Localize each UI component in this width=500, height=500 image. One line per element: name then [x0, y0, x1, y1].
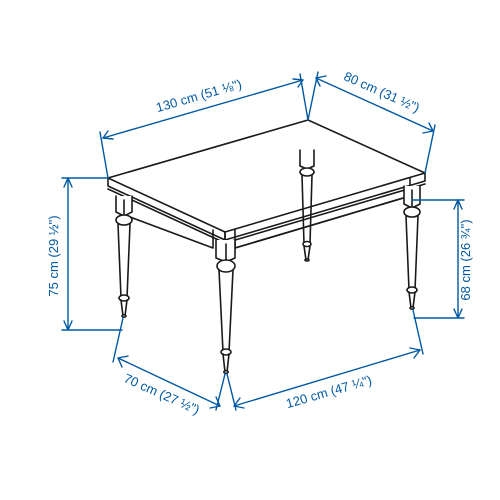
label-top-length: 130 cm (51 ⅛") [154, 76, 243, 115]
table-leg-right [404, 186, 420, 309]
dim-height-left [62, 178, 122, 330]
label-height-left: 75 cm (29 ½") [46, 215, 61, 296]
table-leg-front [216, 240, 235, 373]
dim-under-clearance [412, 200, 464, 318]
dimension-lines [62, 72, 464, 410]
table-drawing [108, 120, 425, 373]
dimension-diagram: 130 cm (51 ⅛") 80 cm (31 ½") 75 cm (29 ½… [0, 0, 500, 500]
label-base-depth: 70 cm (27 ½") [122, 371, 202, 418]
table-leg-left [116, 196, 132, 317]
label-under-clearance: 68 cm (26 ¾") [458, 219, 473, 300]
